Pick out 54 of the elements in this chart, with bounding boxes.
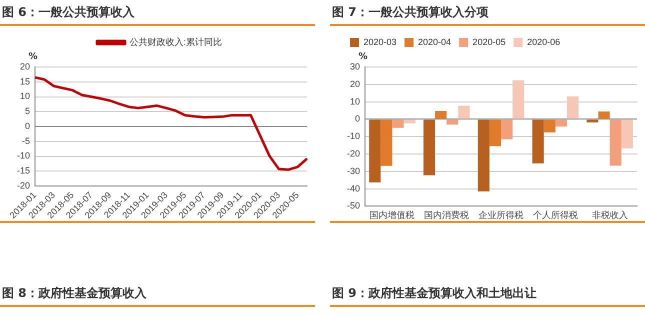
- bar: [404, 120, 416, 124]
- y-tick-label: -30: [346, 166, 360, 176]
- x-tick-label: 企业所得税: [478, 210, 524, 220]
- bar: [566, 96, 579, 119]
- y-tick-label: -10: [346, 131, 360, 142]
- bar: [501, 120, 513, 140]
- x-tick-label: 国内消费税: [424, 210, 470, 220]
- y-tick-label: 10: [20, 91, 30, 102]
- y-tick-label: 15: [20, 76, 30, 86]
- bar: [544, 120, 556, 132]
- bar: [435, 111, 447, 119]
- legend-label: 公共财政收入:累计同比: [130, 36, 222, 47]
- bar: [369, 120, 381, 182]
- y-tick-label: 20: [20, 61, 30, 72]
- y-tick-label: 0: [354, 114, 360, 124]
- bar: [598, 112, 610, 119]
- y-tick-label: 20: [350, 78, 360, 89]
- y-tick-label: -20: [16, 180, 30, 190]
- x-tick-label: 个人所得税: [532, 210, 578, 220]
- y-tick-label: -5: [22, 136, 30, 146]
- bar: [555, 120, 567, 127]
- y-tick-label: -50: [346, 200, 360, 211]
- bar: [532, 120, 544, 164]
- bar: [446, 120, 458, 125]
- y-tick-label: 30: [350, 61, 360, 72]
- y-axis-title: %: [358, 52, 368, 62]
- bar: [610, 120, 622, 166]
- chart-title: 图 6：一般公共预算收入: [0, 0, 315, 26]
- bar: [586, 120, 598, 122]
- bar: [489, 120, 502, 146]
- bar: [512, 80, 524, 119]
- legend-label: 2020-04: [418, 36, 452, 47]
- bar: [621, 120, 633, 148]
- x-tick-label: 非税收入: [592, 210, 628, 220]
- legend-label: 2020-03: [364, 36, 397, 47]
- x-tick-label: 国内增值税: [370, 210, 415, 220]
- y-tick-label: -10: [16, 150, 30, 161]
- caption: 图 9：政府性基金预算收入和土地出让: [330, 285, 645, 307]
- bar: [423, 120, 436, 176]
- bar: [458, 106, 470, 119]
- chart-title: 图 7：一般公共预算收入分项: [330, 0, 645, 26]
- y-axis-title: %: [28, 52, 38, 62]
- y-tick-label: -20: [346, 148, 360, 158]
- bar: [478, 120, 490, 192]
- y-tick-label: 5: [24, 106, 30, 116]
- bar: [380, 120, 392, 166]
- y-tick-label: 0: [24, 120, 30, 131]
- bar: [392, 120, 404, 128]
- y-tick-label: 10: [350, 96, 360, 106]
- y-tick-label: -15: [16, 166, 30, 176]
- y-tick-label: -40: [346, 183, 360, 194]
- legend-label: 2020-05: [472, 36, 506, 47]
- caption: 图 8：政府性基金预算收入: [0, 285, 315, 307]
- legend-label: 2020-06: [527, 36, 560, 47]
